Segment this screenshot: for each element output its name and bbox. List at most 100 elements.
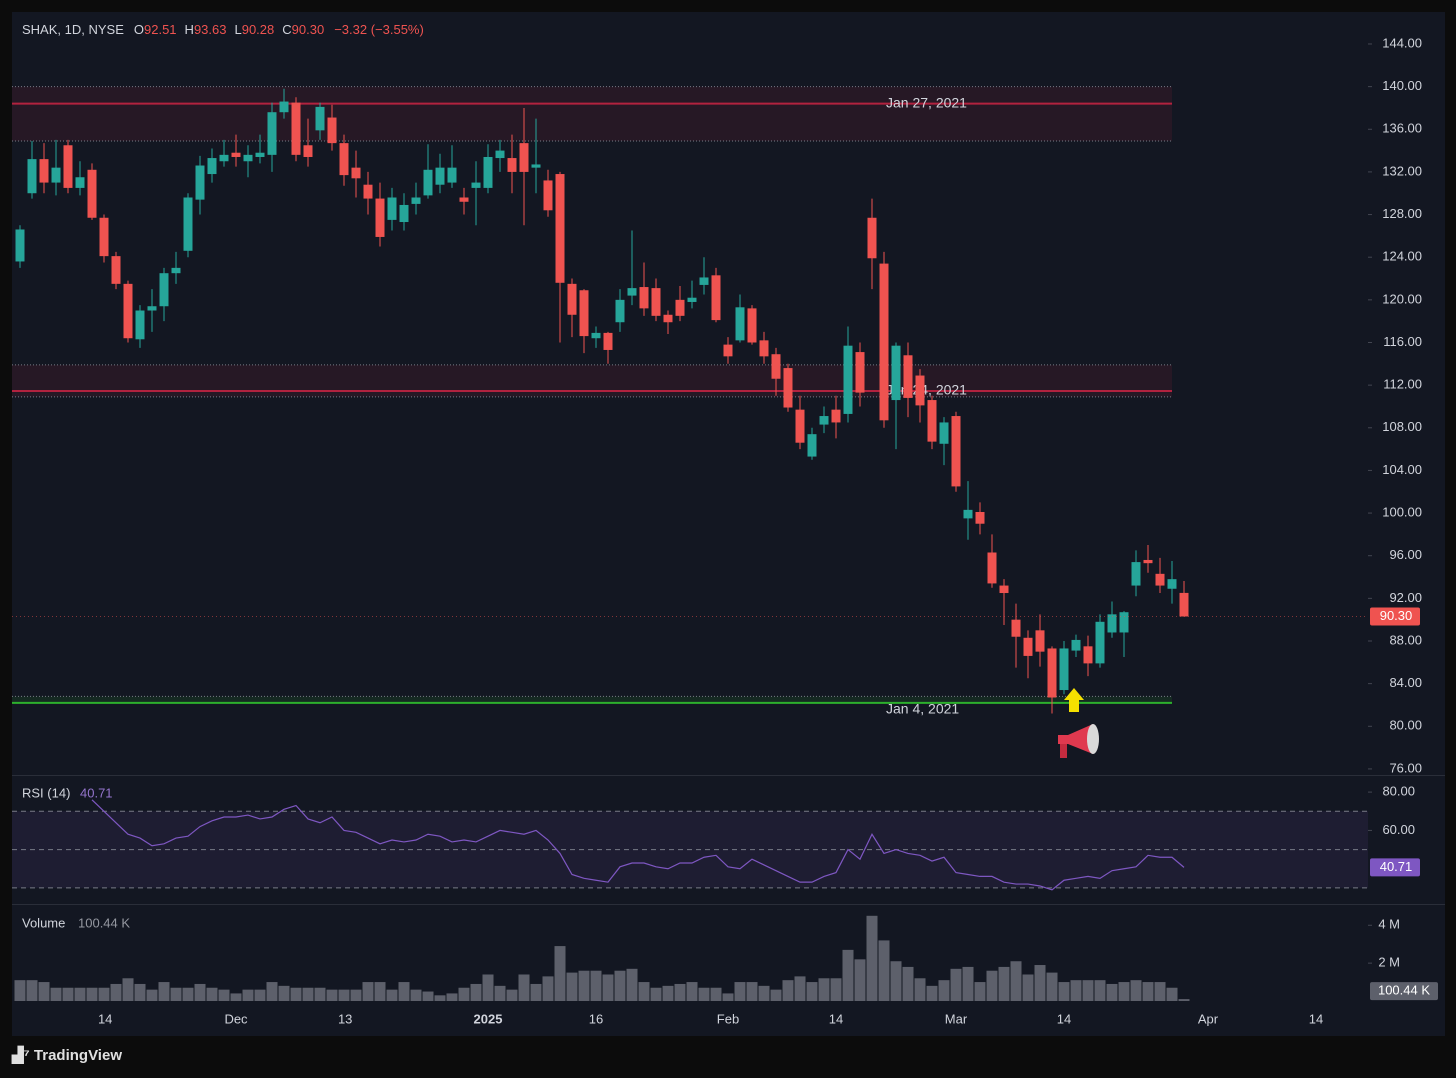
- volume-bar: [902, 966, 914, 1001]
- y-tick-label: 84.00: [1389, 675, 1422, 690]
- level-label: Jan 4, 2021: [886, 701, 959, 717]
- candle-body: [495, 150, 505, 159]
- volume-bar: [806, 982, 818, 1001]
- candle-body: [231, 152, 241, 157]
- candle-body: [1047, 648, 1057, 698]
- ohlc-value: 90.28: [241, 22, 275, 37]
- volume-badge: [1370, 982, 1438, 1001]
- candle-body: [735, 307, 745, 341]
- candle-body: [783, 368, 793, 408]
- ohlc-value: 92.51: [144, 22, 177, 37]
- candle-body: [1023, 637, 1033, 656]
- volume-bar: [782, 980, 794, 1001]
- candle-body: [15, 229, 25, 262]
- candle-body: [675, 299, 685, 316]
- megaphone-icon: [1058, 724, 1099, 758]
- volume-bar: [1034, 965, 1046, 1001]
- candle-body: [483, 156, 493, 188]
- candle-body: [87, 169, 97, 218]
- level-zone: [12, 364, 1172, 397]
- candle-body: [423, 169, 433, 196]
- volume-bar: [734, 982, 746, 1001]
- candle-body: [147, 306, 157, 311]
- rsi-title: RSI (14): [22, 785, 70, 800]
- candle-body: [267, 112, 277, 155]
- ohlc: O92.51 H93.63 L90.28 C90.30: [134, 22, 324, 37]
- volume-bar: [146, 989, 158, 1001]
- volume-bar: [926, 985, 938, 1001]
- volume-bar: [74, 987, 86, 1001]
- rsi-badge: [1370, 858, 1420, 877]
- candle-body: [315, 106, 325, 131]
- x-tick-label: 16: [589, 1011, 603, 1026]
- candle-body: [579, 290, 589, 337]
- volume-bar: [602, 974, 614, 1001]
- candle-body: [1107, 614, 1117, 633]
- volume-bar: [470, 983, 482, 1001]
- volume-bar: [290, 987, 302, 1001]
- candle-body: [171, 267, 181, 274]
- candle-body: [39, 159, 49, 183]
- volume-bar: [26, 980, 38, 1001]
- arrow-marker: [1064, 688, 1084, 712]
- candle-body: [243, 154, 253, 162]
- y-tick-label: 104.00: [1382, 462, 1422, 477]
- candle-body: [699, 277, 709, 285]
- volume-bar: [206, 987, 218, 1001]
- candle-body: [723, 344, 733, 357]
- volume-bar: [578, 970, 590, 1001]
- volume-bar: [866, 915, 878, 1001]
- volume-bar: [326, 989, 338, 1001]
- ohlc-label: H: [184, 22, 194, 37]
- level-zone: [12, 86, 1172, 141]
- x-tick-label: 14: [829, 1011, 843, 1026]
- volume-bar: [266, 982, 278, 1001]
- volume-bar: [662, 985, 674, 1001]
- chart-bg: [12, 12, 1445, 1036]
- rsi-line: [91, 799, 1185, 891]
- volume-bar: [182, 987, 194, 1001]
- volume-bar: [878, 940, 890, 1001]
- candle-body: [879, 263, 889, 421]
- y-tick-label: 92.00: [1389, 590, 1422, 605]
- candle-body: [627, 288, 637, 296]
- volume-bar: [86, 987, 98, 1001]
- candle-body: [123, 283, 133, 339]
- candle-body: [363, 184, 373, 199]
- volume-bar: [1010, 961, 1022, 1001]
- volume-bar: [242, 989, 254, 1001]
- volume-bar: [1178, 999, 1190, 1001]
- volume-bar: [542, 976, 554, 1001]
- candle-body: [399, 204, 409, 223]
- volume-bar: [398, 982, 410, 1001]
- plot: 76.00 80.00 84.00 88.00 92.00 96.00 100.00 104.…: [12, 35, 1438, 1026]
- y-tick-label: 80.00: [1389, 718, 1422, 733]
- volume-bar: [566, 972, 578, 1001]
- candle-body: [75, 177, 85, 188]
- candle-body: [915, 375, 925, 406]
- candle-body: [471, 182, 481, 188]
- y-tick-label: 112.00: [1383, 377, 1422, 392]
- candle-body: [987, 552, 997, 584]
- volume-bar: [638, 982, 650, 1001]
- volume-bar: [938, 980, 950, 1001]
- volume-bar: [230, 993, 242, 1001]
- candle-body: [1071, 639, 1081, 651]
- candle-body: [51, 167, 61, 183]
- candle-body: [1167, 579, 1177, 589]
- volume-bar: [986, 970, 998, 1001]
- y-tick-label: 144.00: [1382, 35, 1422, 50]
- volume-bar: [122, 978, 134, 1001]
- volume-badge-label: 100.44 K: [1378, 983, 1430, 998]
- candle-body: [1035, 630, 1045, 652]
- volume-bar: [1070, 980, 1082, 1001]
- candle-body: [507, 158, 517, 172]
- volume-bar: [98, 987, 110, 1001]
- candle-body: [255, 152, 265, 157]
- y-tick-label: 140.00: [1382, 78, 1422, 93]
- volume-bar: [950, 968, 962, 1001]
- volume-bar: [710, 987, 722, 1001]
- level-label: Jan 27, 2021: [886, 94, 967, 110]
- candle-body: [1143, 559, 1153, 564]
- candle-body: [963, 509, 973, 519]
